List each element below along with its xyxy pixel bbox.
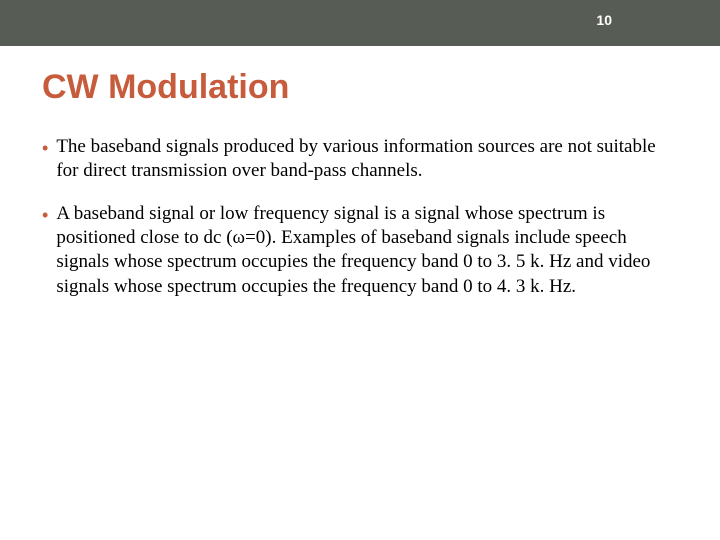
slide: 10 CW Modulation • The baseband signals … — [0, 0, 720, 540]
bullet-marker-icon: • — [42, 136, 48, 160]
bullet-item: • The baseband signals produced by vario… — [42, 135, 680, 184]
content-area: • The baseband signals produced by vario… — [42, 135, 680, 299]
bullet-text: The baseband signals produced by various… — [56, 135, 680, 184]
header-bar: 10 — [0, 0, 720, 46]
bullet-item: • A baseband signal or low frequency sig… — [42, 202, 680, 299]
page-number: 10 — [596, 12, 612, 28]
bullet-marker-icon: • — [42, 203, 48, 227]
slide-title: CW Modulation — [42, 68, 720, 107]
bullet-text: A baseband signal or low frequency signa… — [56, 202, 680, 299]
